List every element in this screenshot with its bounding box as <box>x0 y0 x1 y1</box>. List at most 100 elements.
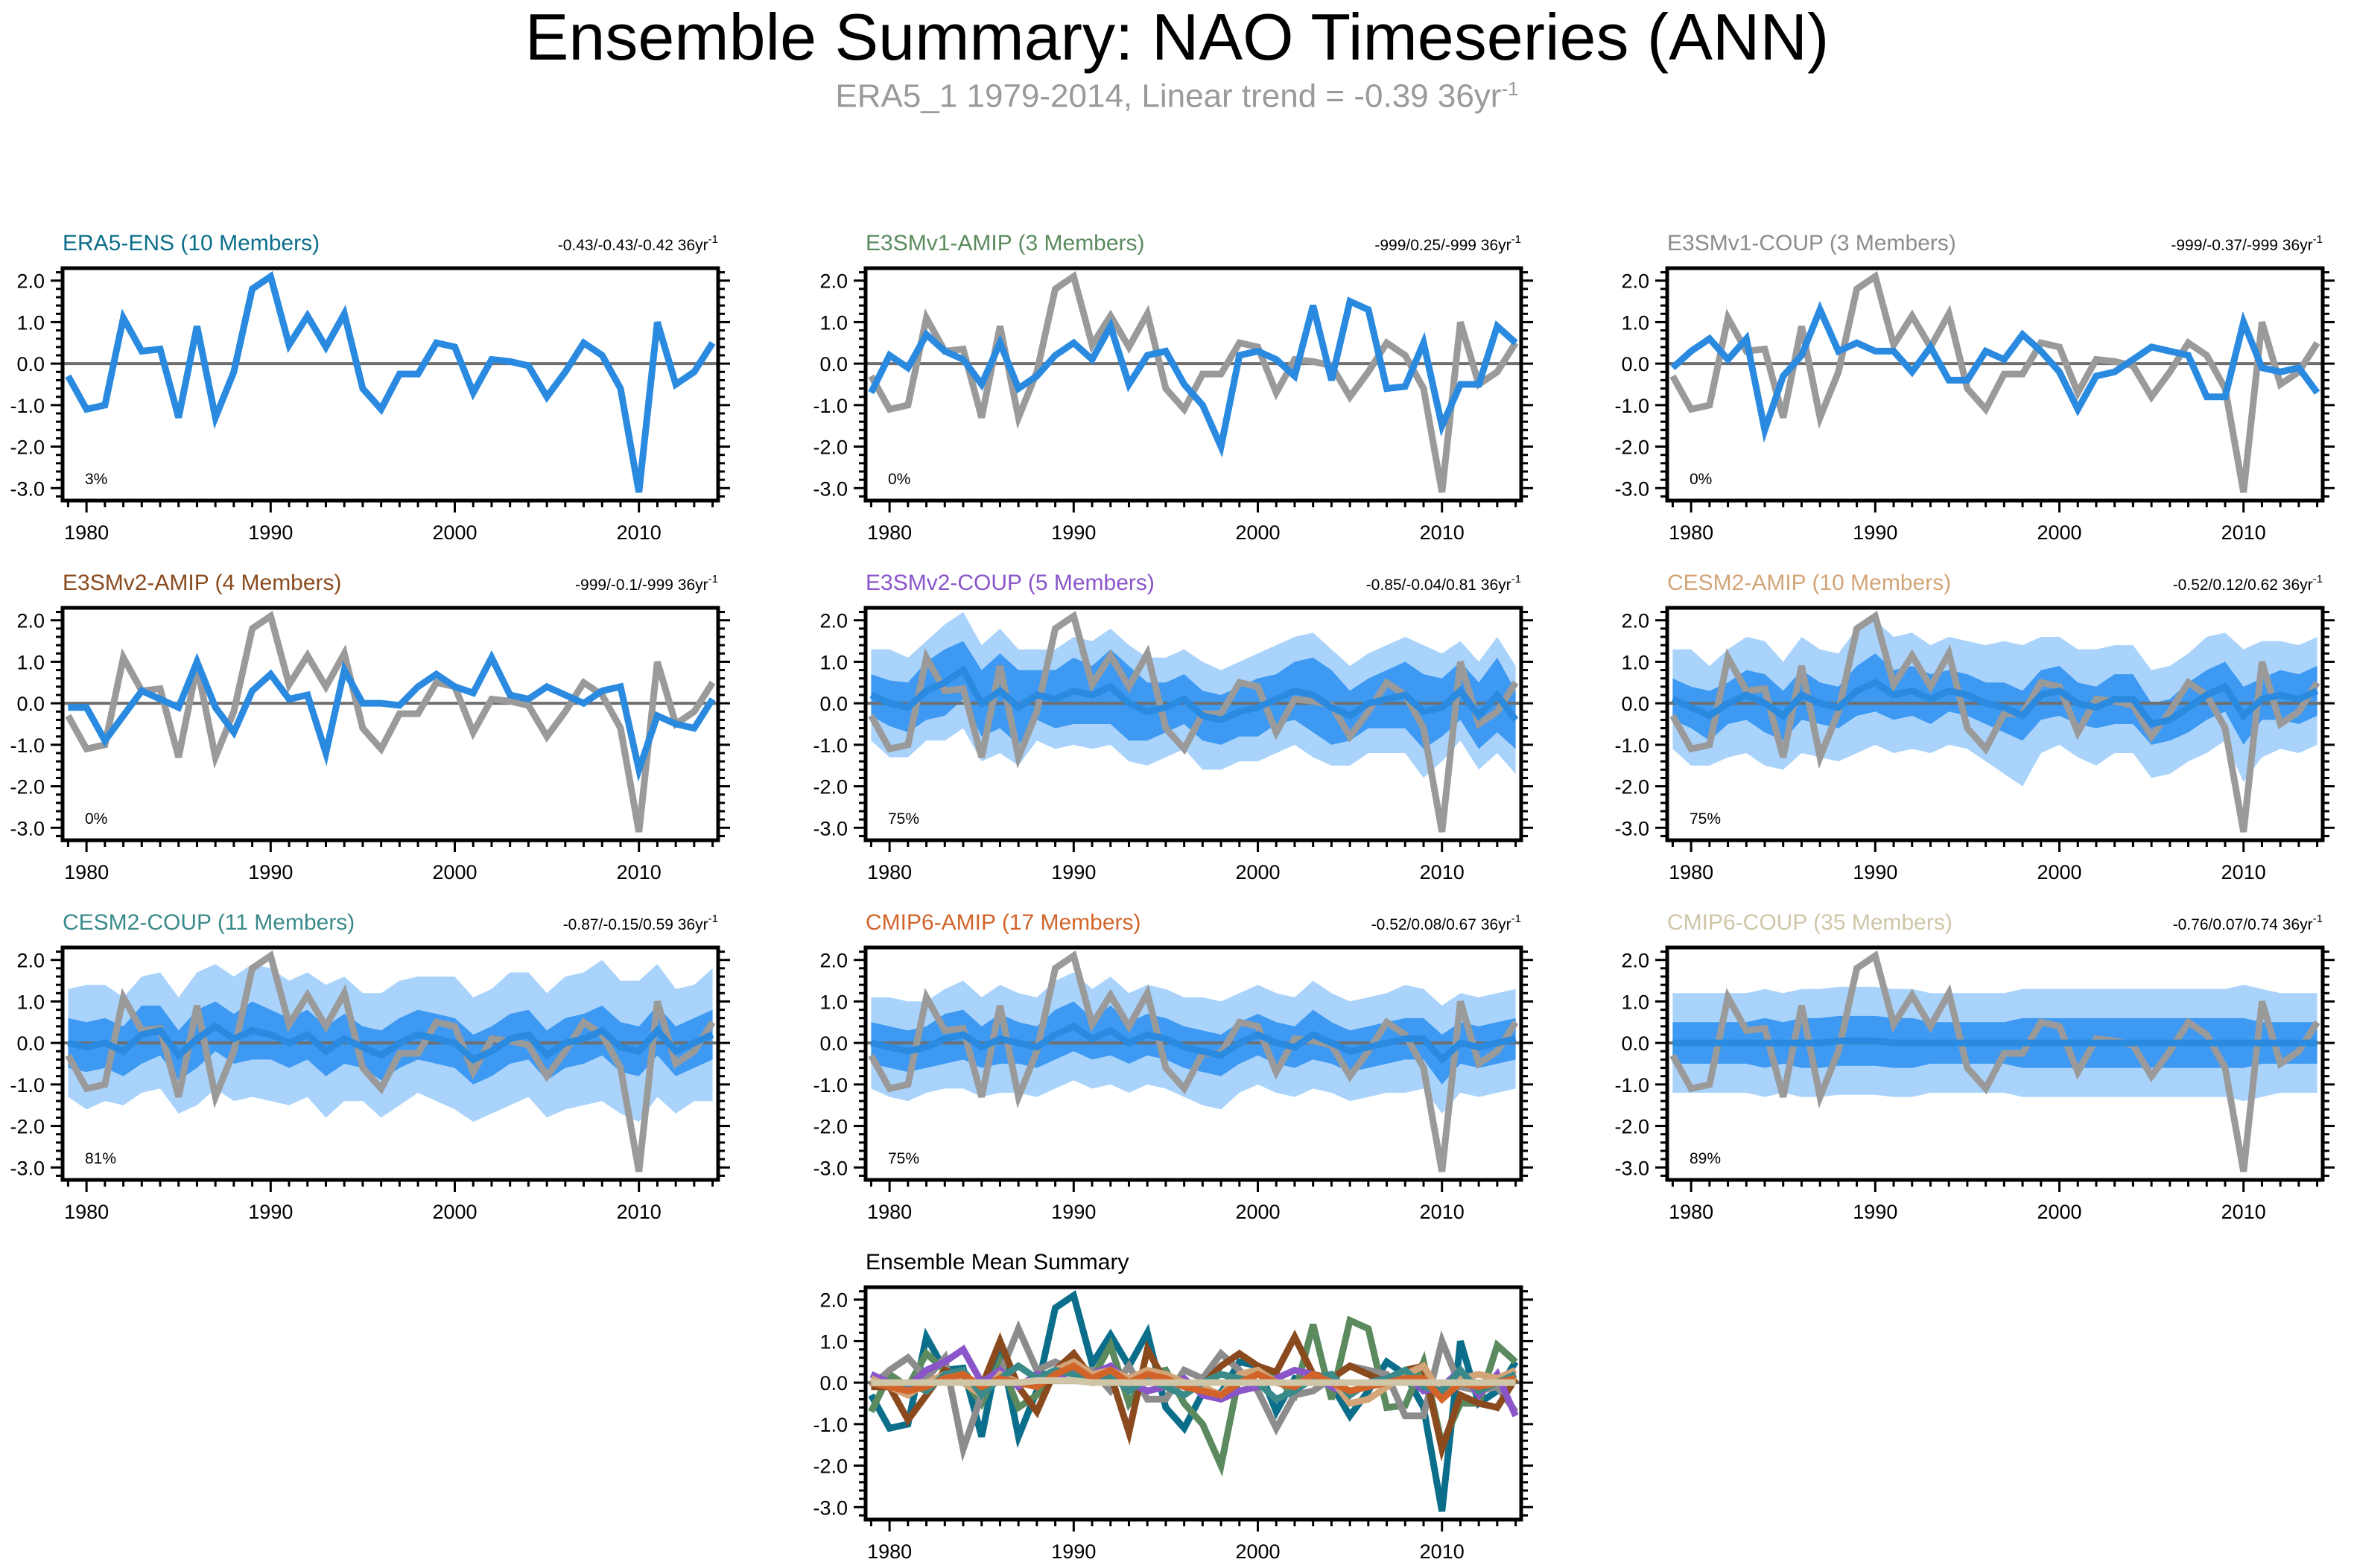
x-tick-label: 2000 <box>2037 521 2081 544</box>
x-tick-label: 1980 <box>867 1540 912 1563</box>
trend-value: -0.43/-0.43/-0.42 36yr <box>558 237 708 254</box>
plot-frame <box>1665 606 2325 842</box>
page-title: Ensemble Summary: NAO Timeseries (ANN) <box>524 0 1830 74</box>
x-tick-label: 2010 <box>1420 1201 1465 1223</box>
panel-4: 2.0 1.0 0.0 -1.0 -2.0 -3.0 1980 1990 2000 2010 E3S… <box>10 571 730 883</box>
x-tick-label: 1980 <box>867 1201 912 1223</box>
series-line-1 <box>868 1289 1519 1512</box>
obs-series-line <box>868 270 1519 493</box>
trend-superscript: -1 <box>2313 912 2323 925</box>
series-line-1 <box>68 650 716 782</box>
x-tick-label: 1990 <box>248 861 293 883</box>
y-tick-label: 2.0 <box>819 1289 848 1312</box>
x-tick-label: 1990 <box>1853 521 1897 544</box>
y-tick-label: 0.0 <box>819 693 848 715</box>
x-tick-label: 2010 <box>1420 1540 1465 1563</box>
obs-series-line <box>1669 610 2320 833</box>
x-tick-label: 2010 <box>1420 521 1465 544</box>
y-tick-label: 2.0 <box>819 270 848 293</box>
y-tick-label: 2.0 <box>1621 950 1649 972</box>
x-tick-label: 1990 <box>1051 1540 1096 1563</box>
plot-frame <box>863 266 1523 503</box>
panel-title: CESM2-COUP (11 Members) <box>63 910 355 935</box>
x-tick-label: 1980 <box>1669 521 1713 544</box>
trend-superscript: -1 <box>2313 573 2323 585</box>
x-tick-label: 1990 <box>1853 861 1897 883</box>
y-tick-label: -1.0 <box>10 1074 45 1096</box>
y-tick-label: -2.0 <box>1614 1116 1649 1138</box>
x-tick-label: 1990 <box>1051 861 1096 883</box>
y-tick-label: 1.0 <box>16 311 45 334</box>
y-tick-label: 1.0 <box>819 991 848 1013</box>
x-tick-label: 1990 <box>1051 1201 1096 1223</box>
series-line-1 <box>67 1022 714 1064</box>
trend-superscript: -1 <box>1511 233 1521 246</box>
plot-frame <box>1665 266 2325 503</box>
y-tick-label: 1.0 <box>16 991 45 1013</box>
x-tick-label: 2000 <box>1235 861 1280 883</box>
x-tick-label: 2000 <box>1235 1201 1280 1223</box>
series-line-1 <box>1672 1037 2317 1047</box>
series-line-1 <box>869 665 1519 724</box>
y-tick-label: 1.0 <box>1621 311 1649 334</box>
panel-title: E3SMv2-COUP (5 Members) <box>866 571 1155 595</box>
y-tick-label: 1.0 <box>1621 651 1649 673</box>
y-tick-label: -2.0 <box>813 437 848 459</box>
plot-frame <box>60 266 720 503</box>
y-tick-label: -2.0 <box>813 1456 848 1478</box>
panel-2: 2.0 1.0 0.0 -1.0 -2.0 -3.0 1980 1990 2000 2010 E3S… <box>813 231 1533 544</box>
y-tick-label: 0.0 <box>16 353 45 375</box>
y-tick-label: 2.0 <box>16 270 45 293</box>
trend-value: -0.76/0.07/0.74 36yr <box>2173 916 2313 933</box>
panel-percent-label: 0% <box>85 810 107 828</box>
y-tick-label: 2.0 <box>1621 610 1649 632</box>
plot-area <box>63 270 718 493</box>
y-tick-label: 1.0 <box>16 651 45 673</box>
x-tick-label: 2000 <box>1235 521 1280 544</box>
obs-series-line <box>1669 270 2320 493</box>
trend-value: -999/-0.1/-999 36yr <box>575 577 708 594</box>
plot-area <box>63 610 718 833</box>
y-tick-label: -3.0 <box>813 1157 848 1179</box>
trend-value: -0.87/-0.15/0.59 36yr <box>563 916 708 933</box>
x-tick-label: 1980 <box>1669 1201 1713 1223</box>
panel-trend-text: -0.87/-0.15/0.59 36yr-1 <box>563 912 718 933</box>
y-tick-label: 0.0 <box>819 353 848 375</box>
page-subtitle: ERA5_1 1979-2014, Linear trend = -0.39 3… <box>0 77 2354 115</box>
series-line-1 <box>868 296 1518 458</box>
y-tick-label: -3.0 <box>813 817 848 839</box>
plot-frame <box>60 945 720 1182</box>
plot-frame <box>863 606 1523 842</box>
trend-superscript: -1 <box>708 233 718 246</box>
series-line-1 <box>65 270 716 493</box>
y-tick-label: 2.0 <box>16 610 45 632</box>
y-tick-label: -3.0 <box>10 1157 45 1179</box>
panel-percent-label: 3% <box>85 471 107 488</box>
y-tick-label: -1.0 <box>813 1074 848 1096</box>
trend-superscript: -1 <box>1511 912 1521 925</box>
y-tick-label: 0.0 <box>819 1032 848 1055</box>
y-tick-label: -1.0 <box>813 395 848 417</box>
x-tick-label: 1980 <box>64 861 109 883</box>
y-tick-label: -1.0 <box>1614 734 1649 757</box>
panel-title: CESM2-AMIP (10 Members) <box>1667 571 1951 595</box>
y-tick-label: 1.0 <box>819 311 848 334</box>
panel-percent-label: 0% <box>1690 471 1712 488</box>
y-tick-label: -2.0 <box>10 776 45 799</box>
x-tick-label: 2010 <box>2221 861 2266 883</box>
x-tick-label: 2010 <box>1420 861 1465 883</box>
panel-title: E3SMv1-AMIP (3 Members) <box>866 231 1145 255</box>
trend-superscript: -1 <box>708 573 718 585</box>
y-tick-label: 0.0 <box>1621 353 1649 375</box>
x-tick-label: 2010 <box>617 861 662 883</box>
x-tick-label: 1990 <box>248 521 293 544</box>
x-tick-label: 2010 <box>2221 521 2266 544</box>
x-tick-label: 2010 <box>617 1201 662 1223</box>
y-tick-label: -3.0 <box>10 817 45 839</box>
x-tick-label: 1980 <box>64 1201 109 1223</box>
y-tick-label: 0.0 <box>16 693 45 715</box>
panel-title: CMIP6-AMIP (17 Members) <box>866 910 1141 935</box>
plot-area <box>1667 950 2323 1172</box>
panel-percent-label: 75% <box>888 1150 919 1167</box>
y-tick-label: 1.0 <box>819 651 848 673</box>
